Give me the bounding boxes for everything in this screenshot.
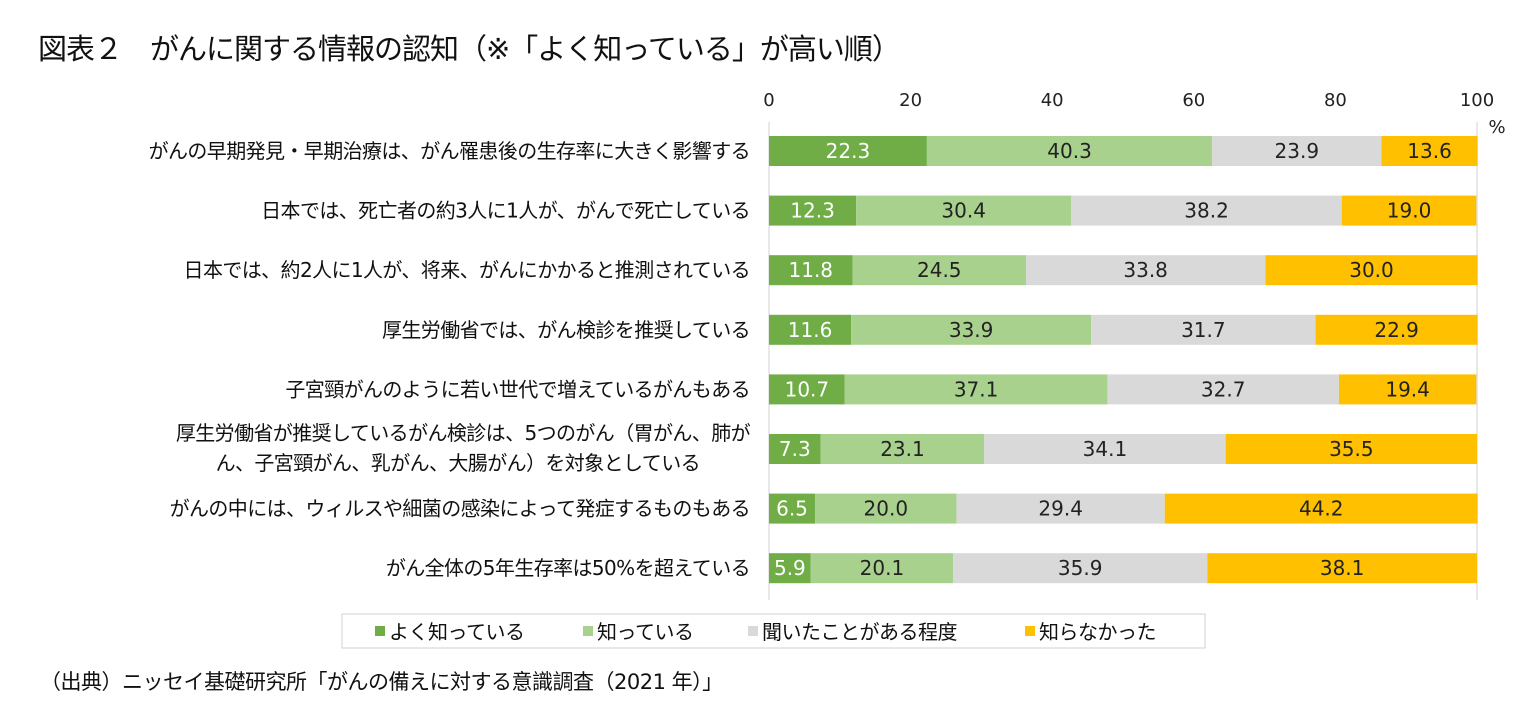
- bar-segment: [1381, 136, 1478, 166]
- category-label: ん、子宮頸がん、乳がん、大腸がん）を対象としている: [216, 451, 700, 475]
- bar-segment: [1026, 255, 1266, 286]
- x-tick-label: 0: [763, 90, 774, 111]
- bar-segment: [1091, 314, 1316, 345]
- data-label: 30.4: [941, 199, 986, 223]
- bar-segment: [926, 136, 1213, 166]
- bar-segment: [769, 493, 816, 524]
- data-label: 13.6: [1407, 139, 1452, 163]
- chart-title: 図表２ がんに関する情報の認知（※「よく知っている」が高い順）: [38, 32, 901, 66]
- unit-label: %: [1488, 117, 1505, 138]
- data-label: 40.3: [1047, 139, 1092, 163]
- bar-segment: [851, 314, 1092, 345]
- data-label: 38.1: [1320, 556, 1365, 580]
- data-label: 20.1: [860, 556, 905, 580]
- category-label: 子宮頸がんのように若い世代で増えているがんもある: [285, 377, 750, 401]
- category-label: がんの中には、ウィルスや細菌の感染によって発症するものもある: [170, 497, 750, 521]
- bar-segment: [1341, 195, 1477, 226]
- bar-segment: [1212, 136, 1382, 166]
- legend-swatch: [1025, 626, 1035, 636]
- bar-segment: [815, 493, 957, 524]
- legend-swatch: [748, 626, 758, 636]
- bar-segment: [769, 553, 811, 584]
- bar-segment: [1225, 434, 1477, 464]
- data-label: 24.5: [917, 258, 962, 282]
- bar-segment: [769, 314, 852, 345]
- legend-label: 知らなかった: [1039, 620, 1156, 644]
- x-tick-label: 100: [1460, 90, 1494, 111]
- category-label: 厚生労働省が推奨しているがん検診は、5つのがん（胃がん、肺が: [176, 421, 751, 445]
- data-label: 19.0: [1387, 199, 1432, 223]
- data-label: 10.7: [785, 377, 830, 401]
- data-label: 29.4: [1038, 497, 1083, 521]
- bar-segment: [769, 434, 821, 464]
- data-label: 38.2: [1184, 199, 1229, 223]
- data-label: 32.7: [1201, 377, 1246, 401]
- data-label: 23.1: [880, 437, 925, 461]
- data-label: 35.5: [1329, 437, 1374, 461]
- source-note: （出典）ニッセイ基礎研究所「がんの備えに対する意識調査（2021 年）」: [40, 670, 723, 694]
- data-label: 37.1: [954, 377, 999, 401]
- data-label: 19.4: [1385, 377, 1430, 401]
- data-label: 22.9: [1374, 318, 1419, 342]
- bar-segment: [953, 553, 1208, 584]
- data-label: 6.5: [776, 497, 808, 521]
- data-label: 22.3: [826, 139, 871, 163]
- bar-segment: [1164, 493, 1478, 524]
- x-tick-label: 40: [1041, 90, 1064, 111]
- data-label: 33.8: [1123, 258, 1168, 282]
- bar-segment: [984, 434, 1226, 464]
- category-label: がん全体の5年生存率は50%を超えている: [386, 556, 750, 580]
- data-label: 12.3: [790, 199, 835, 223]
- category-label: 厚生労働省では、がん検診を推奨している: [382, 318, 750, 342]
- category-label: がんの早期発見・早期治療は、がん罹患後の生存率に大きく影響する: [149, 139, 750, 163]
- data-label: 23.9: [1275, 139, 1320, 163]
- legend-box: [341, 613, 1206, 649]
- data-label: 11.6: [788, 318, 833, 342]
- bar-segment: [844, 374, 1108, 405]
- category-label: 日本では、約2人に1人が、将来、がんにかかると推測されている: [184, 258, 750, 282]
- bar-segment: [852, 255, 1027, 286]
- bar-segment: [810, 553, 954, 584]
- bar-segment: [769, 195, 857, 226]
- category-label: 日本では、死亡者の約3人に1人が、がんで死亡している: [261, 199, 750, 223]
- data-label: 31.7: [1181, 318, 1226, 342]
- legend-label: 聞いたことがある程度: [762, 620, 957, 644]
- legend-label: よく知っている: [389, 620, 525, 644]
- data-label: 7.3: [779, 437, 811, 461]
- data-label: 34.1: [1083, 437, 1128, 461]
- data-label: 11.8: [789, 258, 834, 282]
- bar-segment: [856, 195, 1072, 226]
- legend-label: 知っている: [597, 620, 694, 644]
- bar-segment: [956, 493, 1165, 524]
- bar-segment: [769, 136, 927, 166]
- legend-swatch: [375, 626, 385, 636]
- data-label: 5.9: [774, 556, 806, 580]
- bar-segment: [769, 374, 845, 405]
- bar-segment: [1315, 314, 1478, 345]
- data-label: 30.0: [1349, 258, 1394, 282]
- bar-segment: [820, 434, 985, 464]
- data-label: 44.2: [1299, 497, 1344, 521]
- bar-segment: [1071, 195, 1342, 226]
- legend-swatch: [583, 626, 593, 636]
- x-tick-label: 60: [1182, 90, 1205, 111]
- data-label: 33.9: [949, 318, 994, 342]
- bar-segment: [1207, 553, 1477, 584]
- bar-segment: [1265, 255, 1478, 286]
- bar-segment: [1107, 374, 1339, 405]
- x-tick-label: 80: [1324, 90, 1347, 111]
- bar-segment: [769, 255, 853, 286]
- data-label: 35.9: [1058, 556, 1103, 580]
- data-label: 20.0: [864, 497, 909, 521]
- x-tick-label: 20: [899, 90, 922, 111]
- bar-segment: [1338, 374, 1477, 405]
